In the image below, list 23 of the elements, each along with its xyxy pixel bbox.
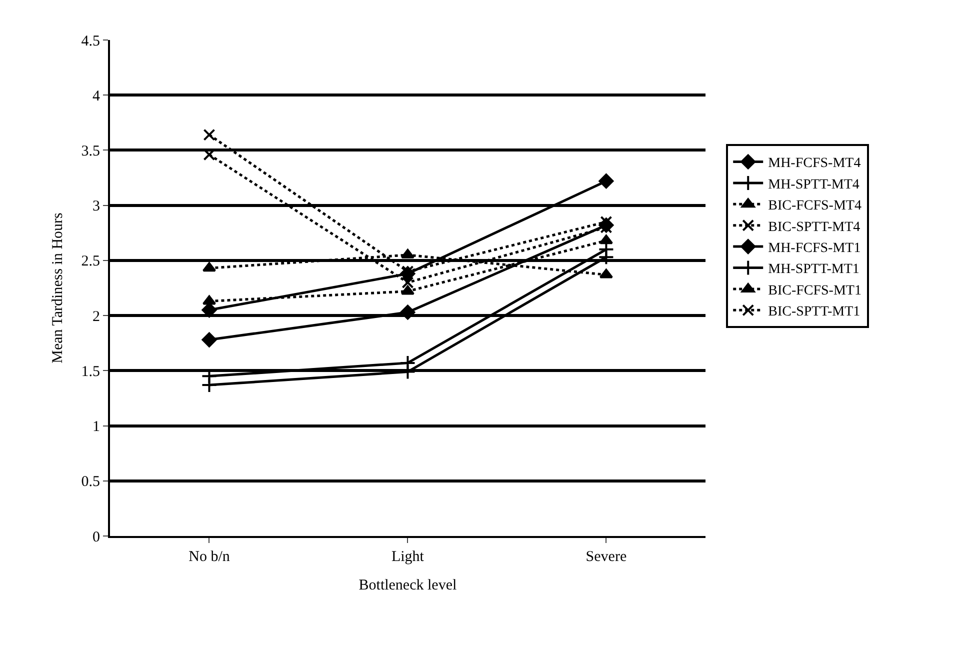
legend-label: BIC-SPTT-MT1 xyxy=(768,304,860,320)
x-tick-label: No b/n xyxy=(188,549,230,565)
x-tick-label: Light xyxy=(391,549,425,565)
y-tick-label: 4.5 xyxy=(81,33,100,50)
y-tick-label: 1.5 xyxy=(81,364,100,380)
legend-label: BIC-FCFS-MT4 xyxy=(768,198,862,214)
y-tick-label: 2.5 xyxy=(81,254,100,270)
legend-label: BIC-SPTT-MT4 xyxy=(768,220,860,235)
legend-label: BIC-FCFS-MT1 xyxy=(768,283,862,298)
legend-label: MH-SPTT-MT1 xyxy=(768,262,860,278)
y-tick-label: 2 xyxy=(92,308,100,325)
y-tick-label: 0.5 xyxy=(81,474,100,490)
legend-label: MH-FCFS-MT1 xyxy=(768,241,861,256)
legend-label: MH-FCFS-MT4 xyxy=(768,156,861,172)
y-tick-label: 0 xyxy=(92,529,100,546)
y-tick-label: 4 xyxy=(92,88,100,104)
y-tick-label: 1 xyxy=(92,419,100,436)
y-tick-label: 3 xyxy=(92,198,100,215)
x-axis-title: Bottleneck level xyxy=(358,578,457,594)
x-tick-label: Severe xyxy=(586,549,627,565)
y-tick-label: 3.5 xyxy=(81,143,100,160)
y-axis-title: Mean Tardiness in Hours xyxy=(50,212,66,364)
legend-label: MH-SPTT-MT4 xyxy=(768,177,860,192)
